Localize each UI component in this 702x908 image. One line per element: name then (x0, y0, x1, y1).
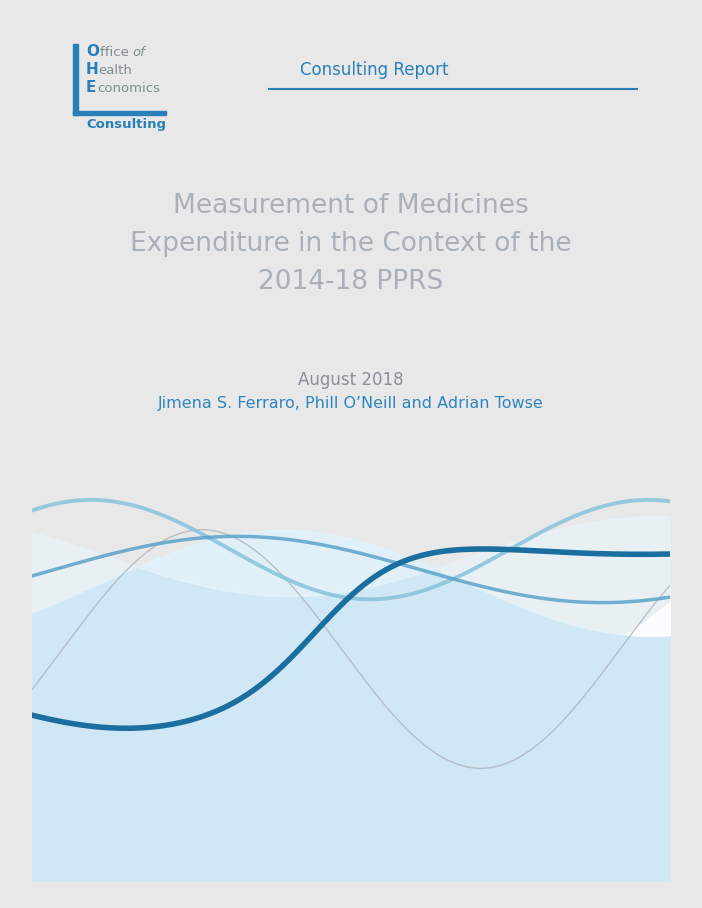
Bar (73, 44, 78, 115)
Text: ealth: ealth (99, 64, 133, 77)
Text: Consulting Report: Consulting Report (300, 61, 449, 79)
Text: E: E (86, 80, 96, 95)
Text: Jimena S. Ferraro, Phill O’Neill and Adrian Towse: Jimena S. Ferraro, Phill O’Neill and Adr… (158, 396, 544, 410)
Text: O: O (86, 44, 99, 59)
Bar (73, 111, 166, 115)
Text: ffice: ffice (100, 46, 133, 59)
Text: Consulting: Consulting (86, 118, 166, 131)
Text: conomics: conomics (98, 83, 160, 95)
Text: H: H (86, 62, 99, 77)
Text: August 2018: August 2018 (298, 370, 404, 389)
Text: Measurement of Medicines
Expenditure in the Context of the
2014-18 PPRS: Measurement of Medicines Expenditure in … (130, 192, 572, 294)
Text: of: of (133, 46, 145, 59)
